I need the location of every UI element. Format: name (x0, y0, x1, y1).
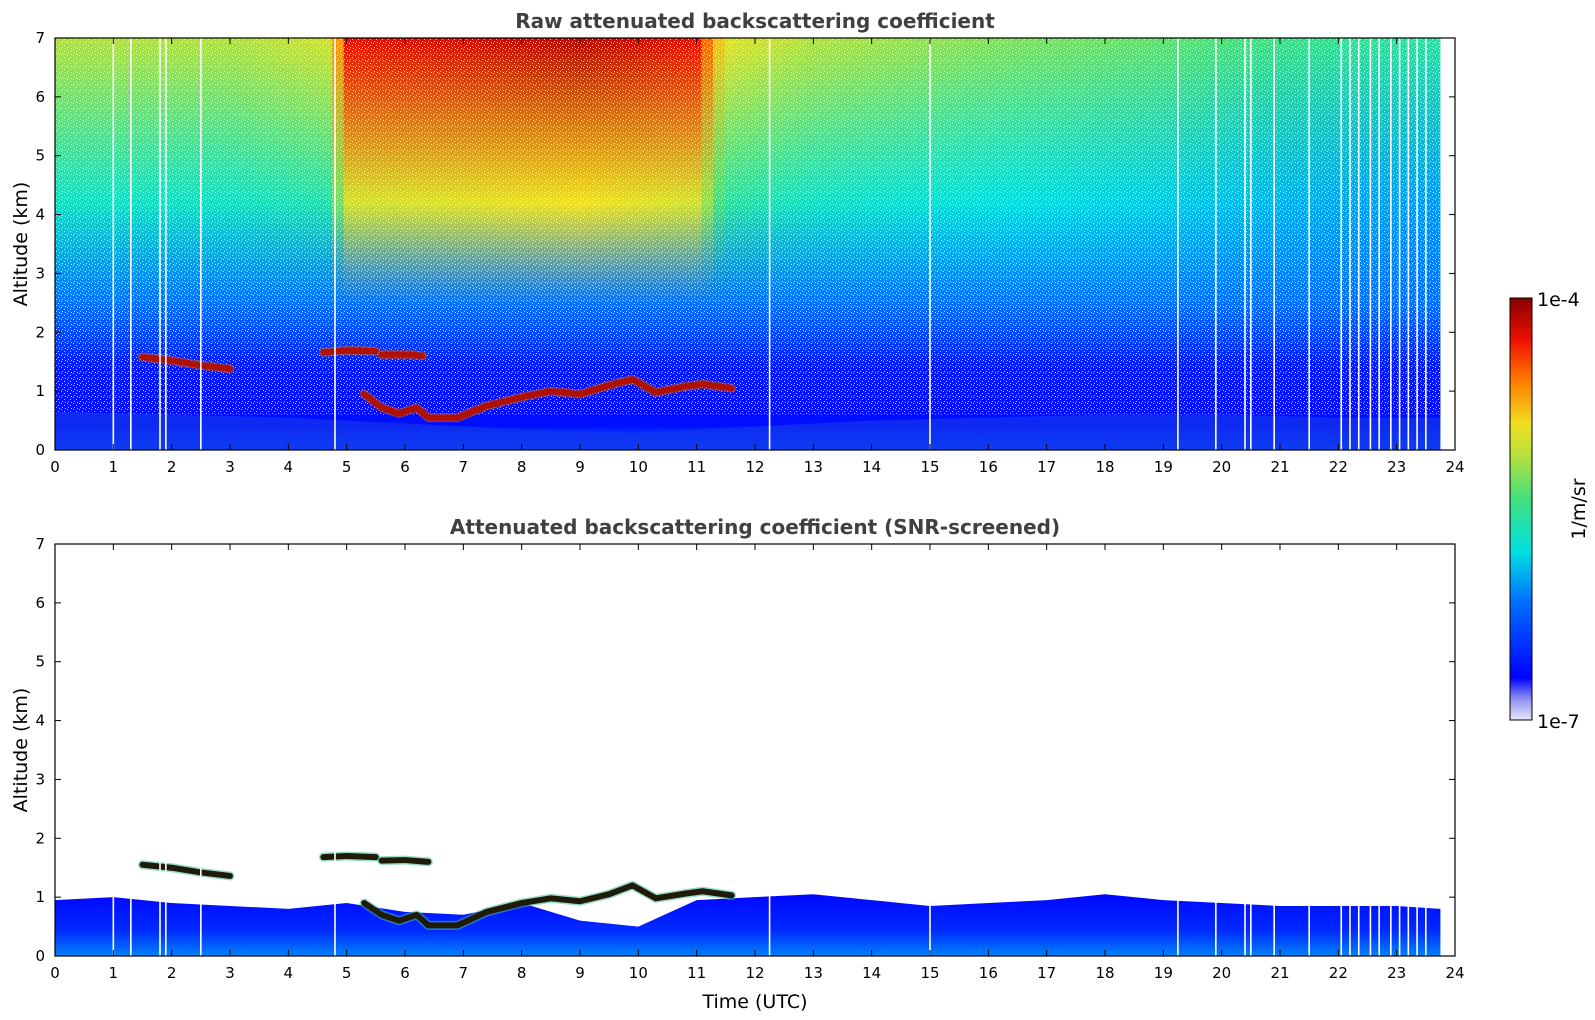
x-tick-label: 18 (1095, 458, 1114, 476)
x-tick-label: 22 (1329, 964, 1348, 982)
x-tick-label: 24 (1445, 964, 1464, 982)
x-tick-label: 3 (225, 964, 235, 982)
x-axis-ticks: 0 1 2 3 4 5 6 7 8 9 10 11 12 13 14 15 16 17 18 19 20 21 22 23 24 (50, 38, 1465, 476)
cloud-layer-layer-a (139, 861, 233, 879)
x-tick-label: 23 (1387, 964, 1406, 982)
x-tick-label: 19 (1154, 964, 1173, 982)
x-tick-label: 2 (167, 458, 177, 476)
x-tick-label: 21 (1270, 458, 1289, 476)
colorbar-gradient (1509, 297, 1533, 721)
x-tick-label: 0 (50, 458, 60, 476)
raw-backscatter-panel: Raw attenuated backscattering coefficien… (10, 9, 1465, 476)
y-tick-label: 5 (35, 653, 45, 671)
x-tick-label: 4 (284, 458, 294, 476)
cloud-layer-layer-b (320, 852, 379, 861)
x-tick-label: 16 (979, 458, 998, 476)
panel-title: Raw attenuated backscattering coefficien… (515, 9, 995, 33)
cloud-layer-layer-d (361, 882, 735, 929)
x-tick-label: 22 (1329, 458, 1348, 476)
x-tick-label: 13 (804, 964, 823, 982)
y-axis-label: Altitude (km) (10, 688, 32, 813)
x-tick-label: 17 (1037, 964, 1056, 982)
x-tick-label: 13 (804, 458, 823, 476)
snr-screened-panel: Attenuated backscattering coefficient (S… (10, 515, 1465, 1013)
y-axis-label: Altitude (km) (10, 182, 32, 307)
x-tick-label: 2 (167, 964, 177, 982)
no-data-region (1440, 38, 1455, 450)
x-tick-label: 14 (862, 458, 881, 476)
cloud-layer-layer-c (378, 857, 432, 865)
y-tick-label: 4 (35, 712, 45, 730)
x-tick-label: 20 (1212, 458, 1231, 476)
y-axis-ticks: 0 1 2 3 4 5 6 7 (35, 29, 1455, 459)
heatmap-area (55, 38, 1455, 450)
x-axis-ticks: 0 1 2 3 4 5 6 7 8 9 10 11 12 13 14 15 16 17 18 19 20 21 22 23 24 (50, 544, 1465, 982)
x-tick-label: 3 (225, 458, 235, 476)
x-tick-label: 8 (517, 458, 527, 476)
x-tick-label: 9 (575, 458, 585, 476)
colorbar-max-label: 1e-4 (1537, 289, 1580, 311)
colorbar-unit-label: 1/m/sr (1568, 478, 1590, 539)
x-tick-label: 8 (517, 964, 527, 982)
x-tick-label: 10 (629, 458, 648, 476)
x-tick-label: 10 (629, 964, 648, 982)
x-tick-label: 19 (1154, 458, 1173, 476)
x-tick-label: 24 (1445, 458, 1464, 476)
y-tick-label: 6 (35, 88, 45, 106)
valid-signal-region (55, 894, 1441, 956)
x-tick-label: 9 (575, 964, 585, 982)
x-tick-label: 15 (920, 458, 939, 476)
x-tick-label: 14 (862, 964, 881, 982)
x-tick-label: 12 (745, 964, 764, 982)
x-tick-label: 12 (745, 458, 764, 476)
y-tick-label: 3 (35, 770, 45, 788)
x-tick-label: 6 (400, 964, 410, 982)
cloud-layer-layer-a (139, 354, 233, 372)
noise-speckle (55, 38, 1441, 415)
x-tick-label: 21 (1270, 964, 1289, 982)
colorbar-min-label: 1e-7 (1537, 711, 1580, 733)
heatmap-area (55, 544, 1441, 956)
x-tick-label: 7 (459, 458, 469, 476)
boundary-layer (55, 411, 1441, 450)
y-tick-label: 2 (35, 829, 45, 847)
y-tick-label: 3 (35, 264, 45, 282)
x-axis-label: Time (UTC) (701, 991, 807, 1013)
x-tick-label: 16 (979, 964, 998, 982)
x-tick-label: 7 (459, 964, 469, 982)
x-tick-label: 0 (50, 964, 60, 982)
y-tick-label: 7 (35, 535, 45, 553)
colorbar: 1e-4 1e-7 1/m/sr (1509, 289, 1590, 733)
panel-title: Attenuated backscattering coefficient (S… (450, 515, 1060, 539)
y-tick-label: 4 (35, 206, 45, 224)
x-tick-label: 5 (342, 964, 352, 982)
x-tick-label: 5 (342, 458, 352, 476)
cloud-layer-layer-b (320, 347, 379, 356)
x-tick-label: 20 (1212, 964, 1231, 982)
x-tick-label: 1 (109, 458, 119, 476)
y-tick-label: 2 (35, 323, 45, 341)
x-tick-label: 17 (1037, 458, 1056, 476)
cloud-layer-layer-d (361, 376, 735, 421)
y-tick-label: 5 (35, 147, 45, 165)
x-tick-label: 23 (1387, 458, 1406, 476)
y-tick-label: 0 (35, 441, 45, 459)
y-tick-label: 1 (35, 888, 45, 906)
y-axis-ticks: 0 1 2 3 4 5 6 7 (35, 535, 1455, 965)
x-tick-label: 11 (687, 458, 706, 476)
y-tick-label: 7 (35, 29, 45, 47)
y-tick-label: 1 (35, 382, 45, 400)
y-tick-label: 0 (35, 947, 45, 965)
cloud-layer-layer-c (378, 351, 426, 359)
x-tick-label: 1 (109, 964, 119, 982)
x-tick-label: 15 (920, 964, 939, 982)
x-tick-label: 4 (284, 964, 294, 982)
x-tick-label: 18 (1095, 964, 1114, 982)
y-tick-label: 6 (35, 594, 45, 612)
x-tick-label: 6 (400, 458, 410, 476)
x-tick-label: 11 (687, 964, 706, 982)
